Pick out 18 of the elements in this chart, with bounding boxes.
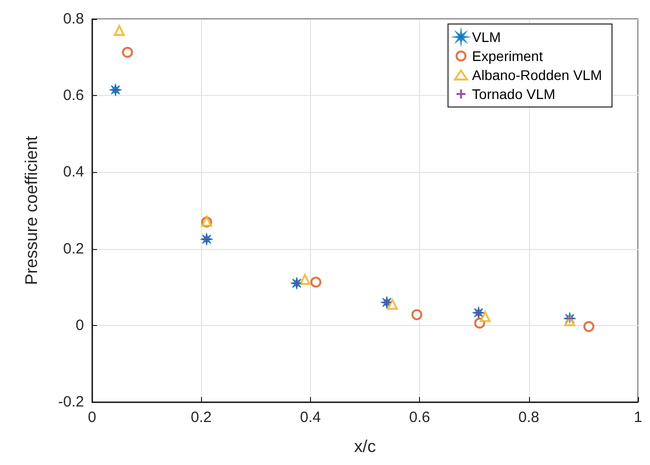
- x-tick-label: 1: [634, 409, 642, 426]
- legend-label: Albano-Rodden VLM: [472, 67, 602, 83]
- y-tick-label: 0: [76, 316, 84, 334]
- x-axis-title: x/c: [354, 437, 376, 456]
- y-tick-label: 0.6: [63, 87, 84, 104]
- x-tick-label: 0: [88, 409, 96, 426]
- legend-label: Tornado VLM: [472, 86, 556, 102]
- y-tick-label: 0.2: [63, 240, 84, 258]
- x-tick-label: 0.4: [300, 409, 321, 426]
- legend-label: Experiment: [472, 48, 543, 64]
- y-axis-title: Pressure coefficient: [22, 136, 41, 285]
- x-tick-label: 0.6: [409, 409, 430, 426]
- y-tick-label: -0.2: [58, 394, 84, 410]
- legend-label: VLM: [472, 29, 501, 45]
- y-tick-label: 0.4: [63, 164, 84, 181]
- y-tick-label: 0.8: [63, 10, 84, 28]
- x-tick-label: 0.2: [190, 409, 212, 426]
- x-tick-label: 0.8: [518, 409, 540, 426]
